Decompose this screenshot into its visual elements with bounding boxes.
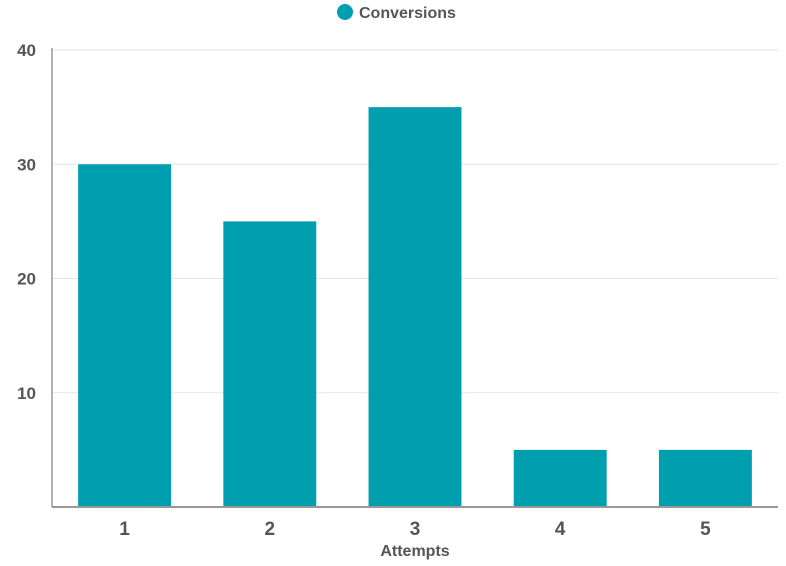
- x-tick-label-1: 1: [119, 519, 130, 540]
- bar-2: [223, 221, 317, 507]
- legend: Conversions: [337, 4, 456, 22]
- bar-5: [658, 449, 752, 507]
- y-tick-label-20: 20: [17, 270, 36, 289]
- x-tick-labels: 1 2 3 4 5: [119, 519, 711, 540]
- x-tick-label-4: 4: [555, 519, 566, 540]
- y-tick-label-40: 40: [17, 41, 36, 60]
- bar-3: [368, 107, 462, 507]
- x-tick-label-5: 5: [700, 519, 711, 540]
- bars: [78, 107, 752, 507]
- x-tick-label-3: 3: [410, 519, 421, 540]
- y-tick-labels: 10 20 30 40: [17, 41, 36, 403]
- legend-swatch-conversions: [337, 4, 353, 20]
- bar-1: [78, 164, 172, 507]
- bar-4: [513, 449, 607, 507]
- y-tick-label-10: 10: [17, 384, 36, 403]
- x-axis-title: Attempts: [380, 543, 449, 560]
- axes: [51, 48, 778, 508]
- legend-label-conversions: Conversions: [359, 5, 456, 22]
- y-tick-label-30: 30: [17, 155, 36, 174]
- x-tick-label-2: 2: [265, 519, 276, 540]
